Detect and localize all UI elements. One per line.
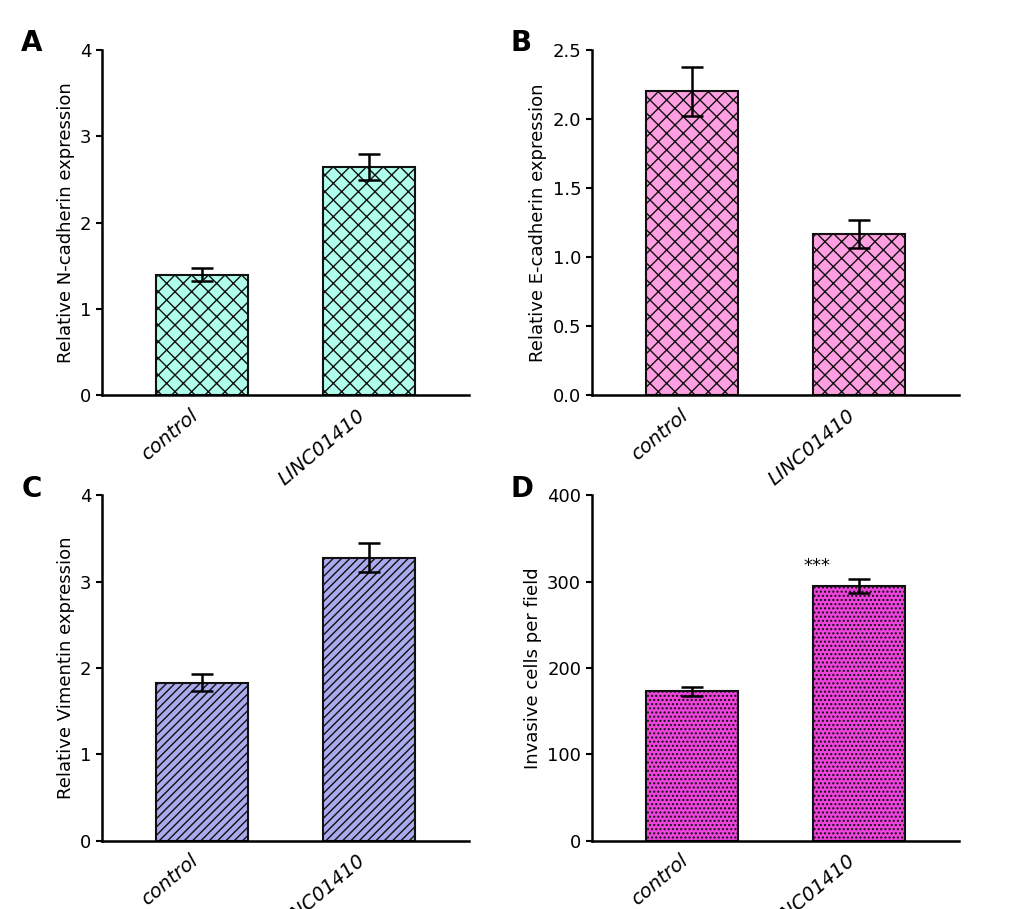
- Bar: [645, 92, 737, 395]
- Bar: [812, 586, 904, 841]
- Bar: [156, 683, 248, 841]
- Text: D: D: [511, 474, 533, 503]
- Text: C: C: [21, 474, 42, 503]
- Bar: [156, 275, 248, 395]
- Text: ***: ***: [803, 557, 829, 574]
- Y-axis label: Relative Vimentin expression: Relative Vimentin expression: [56, 537, 74, 799]
- Y-axis label: Relative E-cadherin expression: Relative E-cadherin expression: [529, 84, 546, 362]
- Text: A: A: [21, 29, 43, 57]
- Bar: [323, 557, 415, 841]
- Bar: [645, 692, 737, 841]
- Bar: [812, 234, 904, 395]
- Text: B: B: [511, 29, 532, 57]
- Y-axis label: Invasive cells per field: Invasive cells per field: [523, 567, 541, 769]
- Y-axis label: Relative N-cadherin expression: Relative N-cadherin expression: [56, 83, 74, 363]
- Bar: [323, 166, 415, 395]
